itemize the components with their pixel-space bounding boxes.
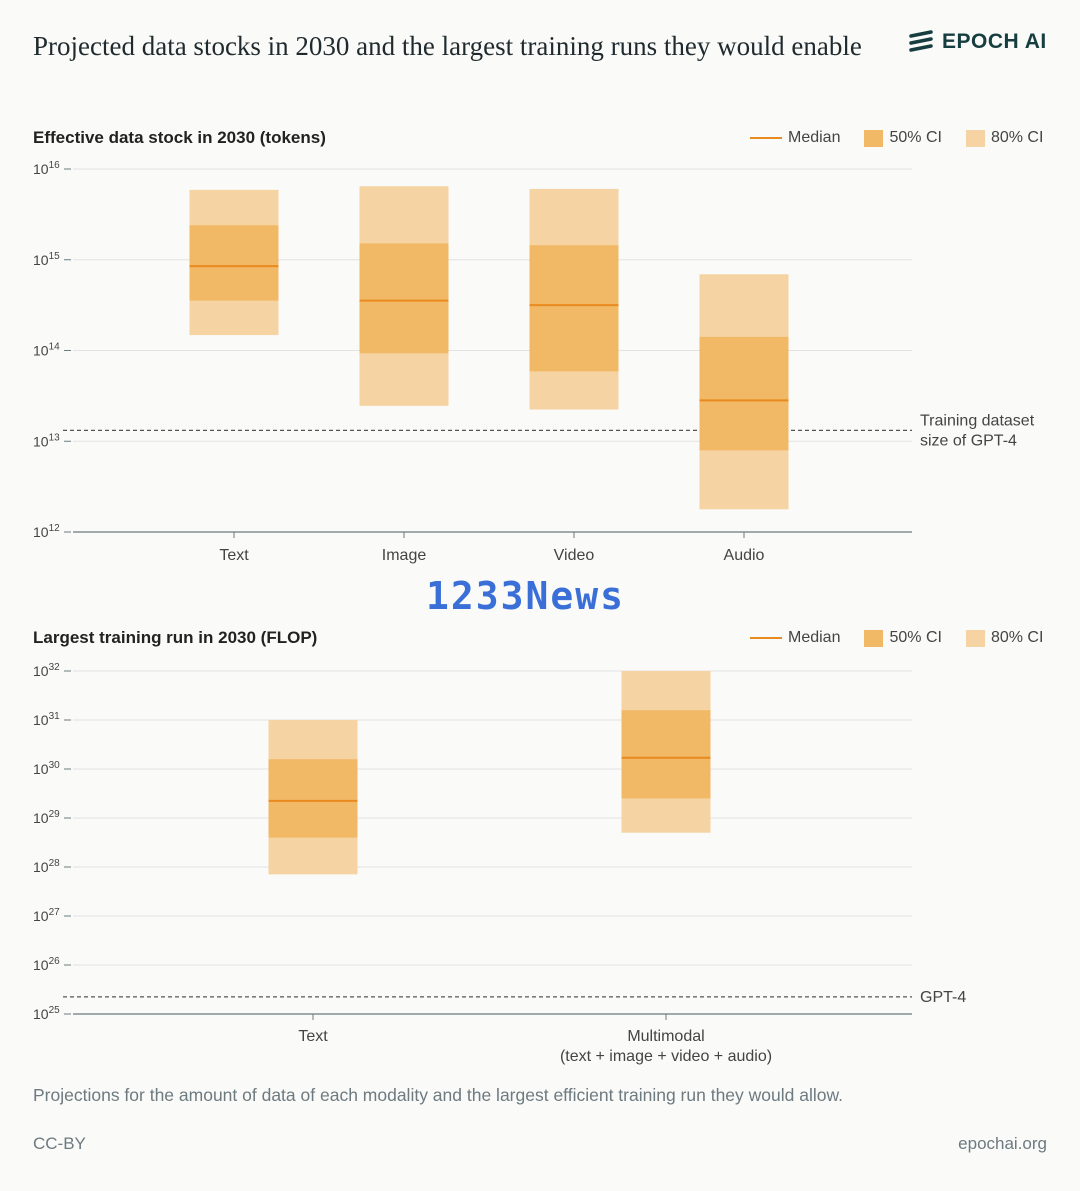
panel-title-data-stock: Effective data stock in 2030 (tokens) [33,128,326,147]
x-tick-label: Text [219,547,249,564]
y-tick-label: 1016 [33,160,60,177]
x-tick-label: (text + image + video + audio) [560,1048,772,1065]
y-tick-label: 1031 [33,711,60,728]
x-tick-label: Image [382,547,427,564]
ci50-bar [529,245,619,372]
reference-label: Training dataset [920,412,1035,429]
legend-ci80-label: 80% CI [990,629,1044,646]
legend-ci80: 80% CI [965,129,1044,147]
legend-median-label: Median [788,129,841,146]
x-tick-label: Multimodal [627,1028,704,1045]
y-tick-label: 1026 [33,956,60,973]
legend-data-stock: Median 50% CI 80% CI [750,129,1067,147]
epoch-logo-icon [909,30,933,52]
legend-ci50: 50% CI [864,629,942,647]
y-tick-label: 1032 [33,662,60,679]
x-tick-label: Audio [724,547,765,564]
y-tick-label: 1028 [33,858,60,875]
legend-median: Median [750,129,840,147]
ci50-bar [621,710,711,799]
brand-name: EPOCH AI [942,30,1047,53]
chart-title: Projected data stocks in 2030 and the la… [33,31,862,61]
epoch-logo[interactable]: EPOCH AI [908,30,1047,54]
watermark: 1233News [426,574,626,618]
legend-ci50-label: 50% CI [889,629,942,646]
y-tick-label: 1015 [33,251,60,268]
legend-ci50-label: 50% CI [889,129,942,146]
legend-training-run: Median 50% CI 80% CI [750,629,1067,647]
y-tick-label: 1027 [33,907,60,924]
ci50-bar [359,243,449,354]
x-tick-label: Text [298,1028,328,1045]
caption: Projections for the amount of data of ea… [33,1085,844,1105]
ci50-bar [189,225,279,301]
legend-median: Median [750,629,840,647]
y-tick-label: 1025 [33,1005,60,1022]
legend-ci80-label: 80% CI [990,129,1044,146]
license-label: CC-BY [33,1134,86,1153]
ci50-bar [268,759,358,838]
x-tick-label: Video [554,547,595,564]
reference-label: size of GPT-4 [920,432,1017,449]
chart-training-run: 1025 1026 1027 1028 1029 1030 1031 1032 GPT-4 Tex… [33,662,966,1065]
legend-median-label: Median [788,629,841,646]
y-tick-label: 1013 [33,432,60,449]
legend-ci80: 80% CI [965,629,1044,647]
y-tick-label: 1012 [33,523,60,540]
y-tick-label: 1014 [33,342,60,359]
y-tick-label: 1029 [33,809,60,826]
reference-label: GPT-4 [920,989,966,1006]
panel-title-training-run: Largest training run in 2030 (FLOP) [33,628,318,647]
y-tick-label: 1030 [33,760,60,777]
legend-ci50: 50% CI [864,129,942,147]
site-link[interactable]: epochai.org [958,1134,1047,1153]
ci50-bar [699,336,789,451]
chart-data-stock: 1012 1013 1014 1015 1016 Training dataset size… [33,160,1035,564]
